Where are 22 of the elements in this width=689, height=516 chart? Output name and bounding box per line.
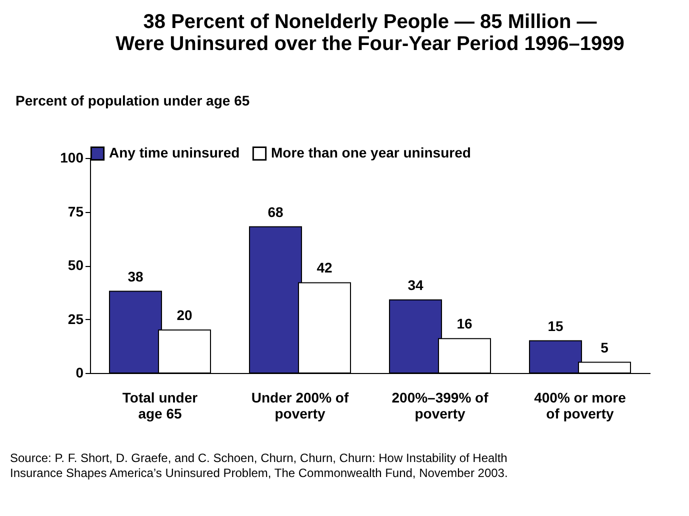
y-tick-label: 50	[68, 257, 84, 273]
chart-title: 38 Percent of Nonelderly People — 85 Million — Were Uninsured over the Four-Year Period 1996–1999	[116, 11, 624, 55]
data-label: 5	[600, 339, 609, 356]
legend-label: Any time uninsured	[109, 144, 240, 161]
legend-label: More than one year uninsured	[271, 144, 471, 161]
y-axis-title: Percent of population under age 65	[16, 92, 250, 108]
x-tick-label: 200%–399% of poverty	[392, 390, 489, 422]
data-label: 34	[408, 276, 424, 293]
data-label: 38	[128, 268, 144, 284]
x-tick-label: 400% or more of poverty	[534, 390, 626, 422]
data-label: 16	[456, 316, 472, 332]
data-label: 42	[316, 260, 332, 276]
data-label: 20	[176, 307, 192, 323]
y-tick-label: 75	[68, 203, 84, 220]
x-tick-label: Under 200% of poverty	[251, 390, 349, 422]
data-label: 68	[268, 204, 284, 220]
x-tick-label: Total under age 65	[122, 390, 198, 422]
y-tick-label: 25	[68, 310, 84, 327]
y-tick-label: 100	[60, 150, 84, 166]
y-tick-label: 0	[76, 364, 84, 380]
source-note: Source: P. F. Short, D. Graefe, and C. Schoen, Churn, Churn, Churn: How Instability of Health Insurance Shapes America’s Uninsured Problem, The Commonwealth Fund, November 2003.	[10, 451, 508, 480]
data-label: 15	[548, 318, 564, 334]
